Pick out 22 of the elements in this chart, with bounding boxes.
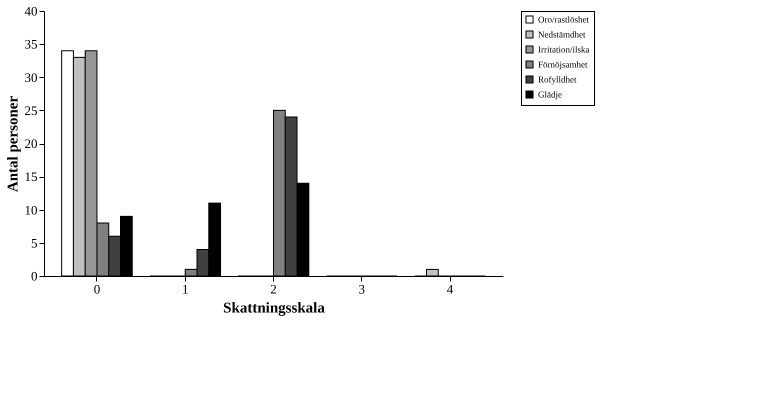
y-tick-label: 20: [24, 136, 38, 151]
y-tick-label: 35: [24, 36, 38, 52]
y-tick-label: 0: [31, 268, 38, 284]
y-tick-label: 40: [24, 4, 38, 18]
y-tick-label: 15: [24, 169, 38, 184]
y-tick-label: 5: [31, 235, 38, 250]
legend-label: Glädje: [538, 90, 562, 100]
legend-label: Förnöjsamhet: [538, 60, 588, 70]
y-tick-label: 10: [24, 202, 38, 218]
x-tick-label: 1: [182, 282, 188, 296]
y-axis-title: Antal personer: [6, 96, 22, 192]
y-tick-label: 25: [24, 102, 38, 118]
legend-label: Nedstämdhet: [538, 30, 586, 40]
x-tick-label: 0: [94, 282, 100, 296]
x-tick-label: 2: [270, 282, 277, 296]
x-axis-title: Skattningsskala: [223, 300, 326, 316]
x-tick-label: 4: [446, 282, 454, 296]
legend-label: Rofylldhet: [538, 74, 577, 84]
legend-label: Irritation/ilska: [538, 44, 590, 54]
legend-label: Oro/rastlöshet: [538, 14, 590, 24]
y-tick-label: 30: [24, 70, 38, 85]
x-tick-label: 3: [358, 282, 366, 296]
